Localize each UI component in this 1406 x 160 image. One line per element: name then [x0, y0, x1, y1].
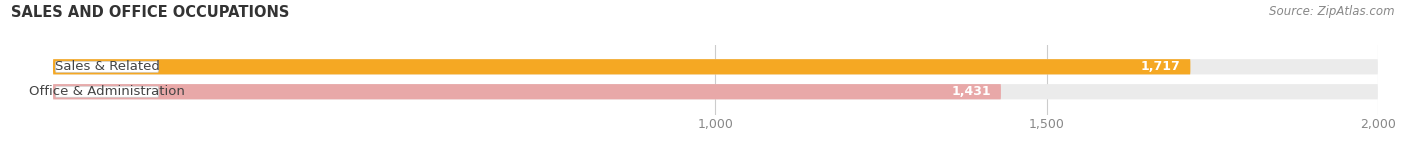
Text: 1,717: 1,717: [1140, 60, 1181, 73]
Text: Office & Administration: Office & Administration: [30, 85, 186, 98]
Text: SALES AND OFFICE OCCUPATIONS: SALES AND OFFICE OCCUPATIONS: [11, 5, 290, 20]
FancyBboxPatch shape: [56, 61, 159, 72]
Text: 1,431: 1,431: [952, 85, 991, 98]
Text: Source: ZipAtlas.com: Source: ZipAtlas.com: [1270, 5, 1395, 18]
FancyBboxPatch shape: [53, 84, 1378, 99]
FancyBboxPatch shape: [53, 59, 1378, 74]
Text: Sales & Related: Sales & Related: [55, 60, 159, 73]
FancyBboxPatch shape: [53, 59, 1191, 74]
FancyBboxPatch shape: [53, 84, 1001, 99]
FancyBboxPatch shape: [56, 86, 159, 97]
